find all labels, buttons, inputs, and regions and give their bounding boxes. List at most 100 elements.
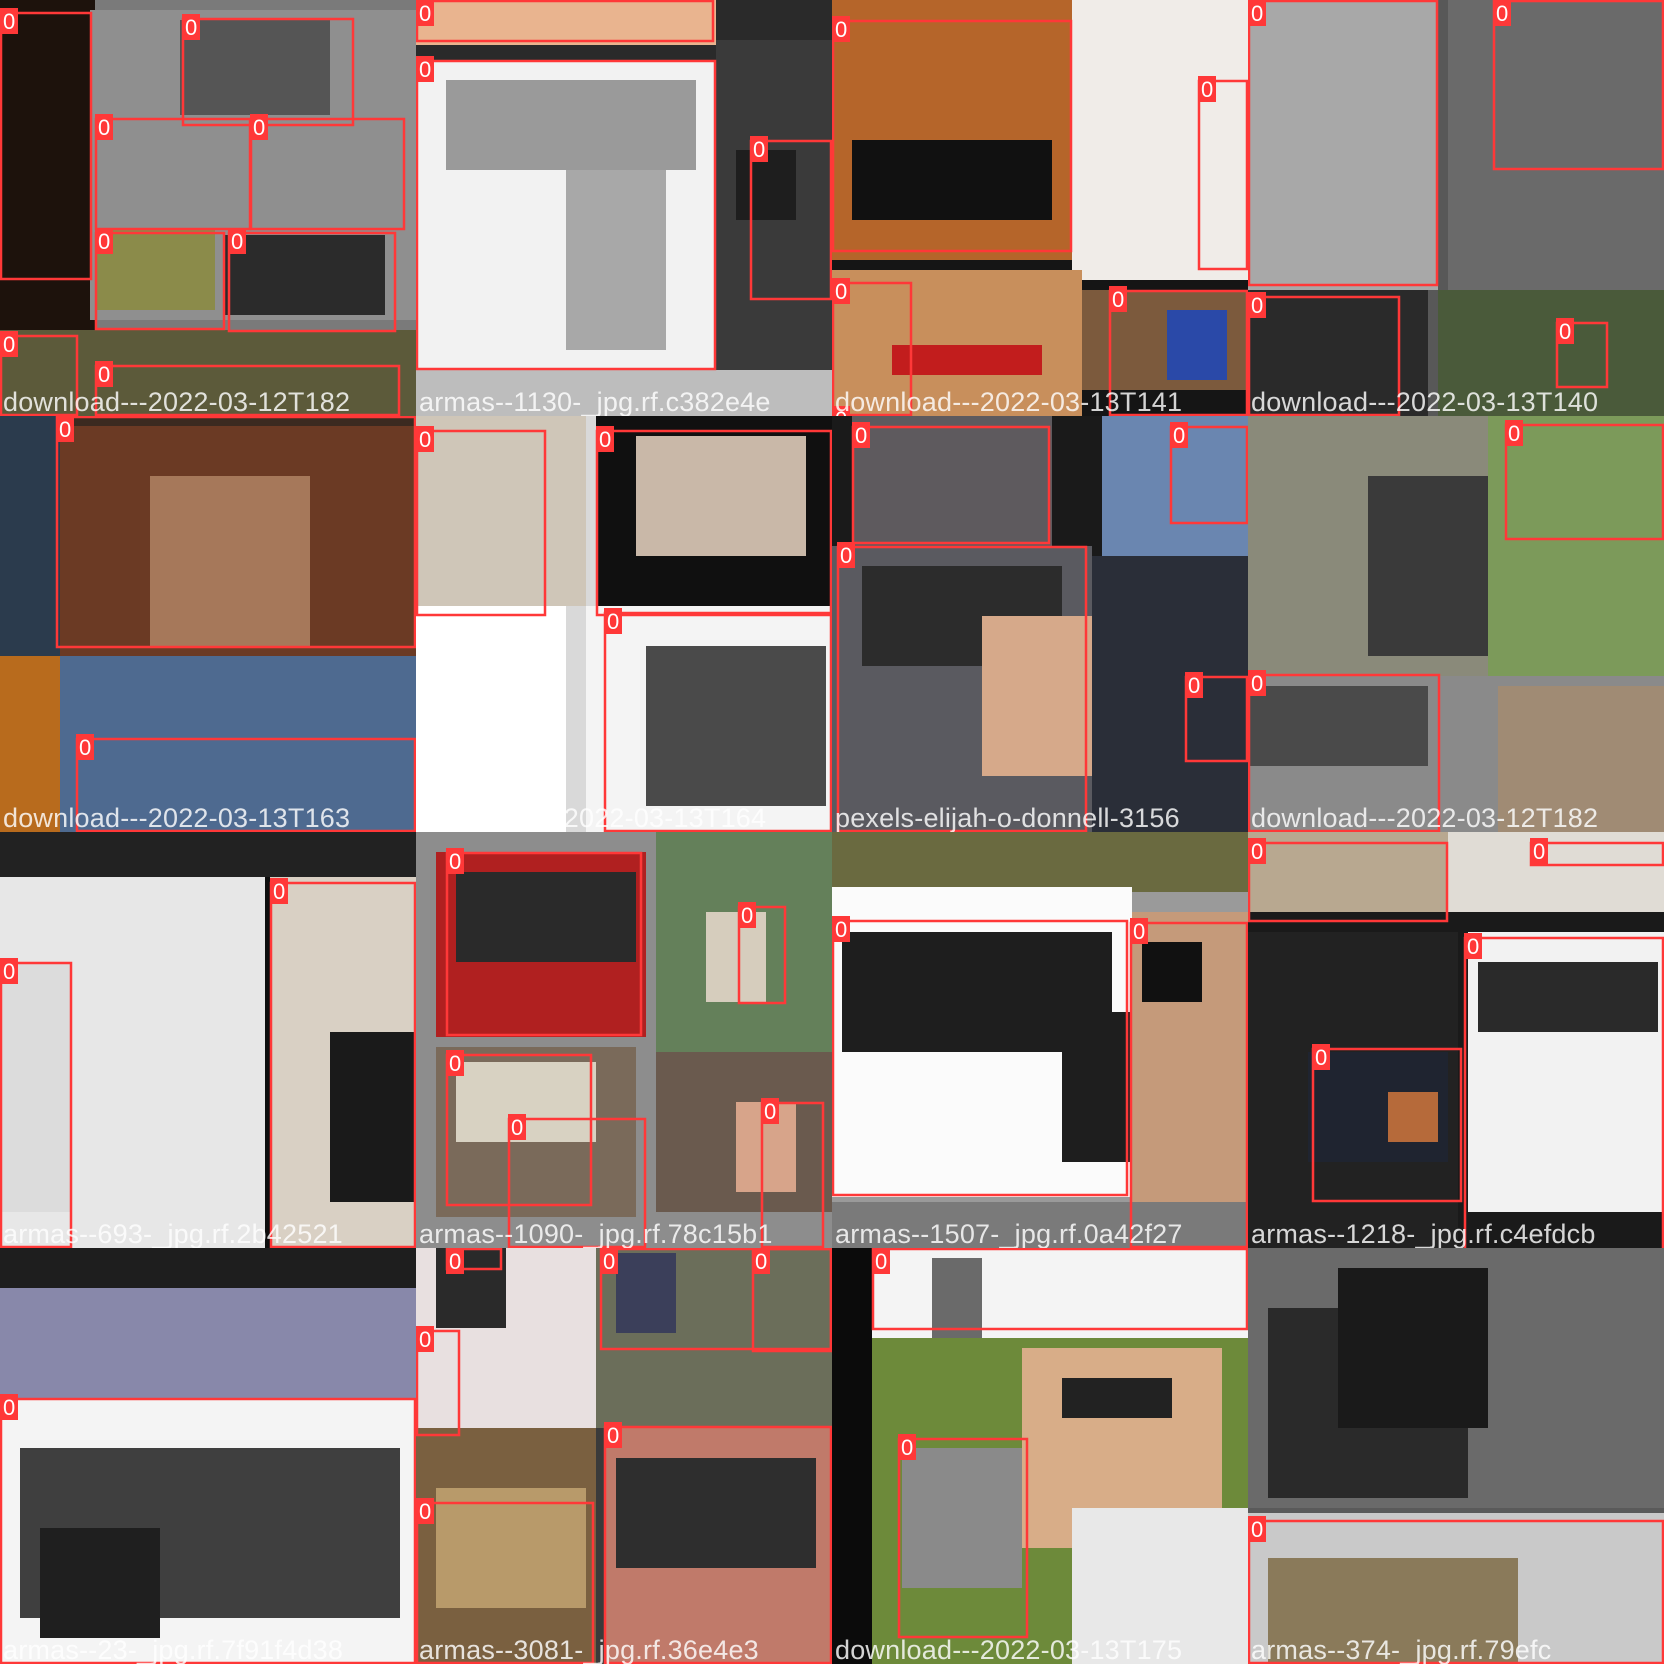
tile-photo xyxy=(416,832,832,1248)
tile-photo xyxy=(0,1248,416,1664)
photo-region xyxy=(616,1253,676,1333)
photo-region xyxy=(852,140,1052,220)
photo-region xyxy=(330,1032,416,1202)
photo-region xyxy=(1092,556,1248,832)
photo-region xyxy=(1072,1508,1248,1664)
tile-photo xyxy=(0,416,416,832)
photo-region xyxy=(436,1248,506,1328)
photo-region xyxy=(1062,1378,1172,1418)
mosaic-tile: 0 0 armas--693-_jpg.rf.2b42521 xyxy=(0,832,416,1248)
photo-region xyxy=(636,436,806,556)
mosaic-tile: 0 0 0 0 0 0 armas--3081-_jpg.rf.36e4e3 xyxy=(416,1248,832,1664)
tile-photo xyxy=(1248,0,1664,416)
tile-filename: download---2022-03-13T163 xyxy=(3,803,351,832)
photo-region xyxy=(0,416,60,656)
tile-filename: pexels-elijah-o-donnell-3156 xyxy=(835,803,1180,832)
tile-photo xyxy=(416,416,832,832)
photo-region xyxy=(95,230,215,310)
tile-filename: download---2022-03-13T140 xyxy=(1251,387,1599,416)
mosaic-tile: 0 0 0 0 pexels-elijah-o-donnell-3156 xyxy=(832,416,1248,832)
photo-region xyxy=(1072,0,1248,280)
mosaic-tile: 0 0 0 download---2022-03-13T164 xyxy=(416,416,832,832)
photo-region xyxy=(1338,1268,1488,1428)
photo-region xyxy=(1498,686,1664,832)
photo-region xyxy=(1248,686,1428,766)
tile-photo xyxy=(1248,832,1664,1248)
photo-region xyxy=(150,476,310,646)
mosaic-tile: 0 0 0 0 0 0 0 0 download---2022-03-12T182 xyxy=(0,0,416,416)
photo-region xyxy=(436,1488,586,1608)
tile-filename: armas--693-_jpg.rf.2b42521 xyxy=(3,1219,343,1248)
tile-photo xyxy=(832,1248,1248,1664)
mosaic-tile: 0 0 armas--1507-_jpg.rf.0a42f27 xyxy=(832,832,1248,1248)
tile-photo xyxy=(1248,1248,1664,1664)
photo-region xyxy=(1142,942,1202,1002)
tile-photo xyxy=(416,1248,832,1664)
photo-region xyxy=(616,1458,816,1568)
photo-region xyxy=(225,235,385,315)
mosaic-tile: 0 0 0 0 0 armas--1090-_jpg.rf.78c15b1 xyxy=(416,832,832,1248)
tile-filename: download---2022-03-12T182 xyxy=(1251,803,1599,832)
photo-region xyxy=(832,832,1248,892)
photo-region xyxy=(456,1062,596,1142)
photo-region xyxy=(446,80,696,170)
photo-region xyxy=(456,872,636,962)
mosaic-tile: 0 0 download---2022-03-13T163 xyxy=(0,416,416,832)
tile-filename: download---2022-03-13T175 xyxy=(835,1635,1183,1664)
photo-region xyxy=(736,150,796,220)
mosaic-tile: 0 0 download---2022-03-13T175 xyxy=(832,1248,1248,1664)
tile-filename: armas--1130-_jpg.rf.c382e4e xyxy=(419,387,771,416)
photo-region xyxy=(1388,1092,1438,1142)
photo-region xyxy=(1488,416,1664,676)
photo-region xyxy=(832,0,1072,260)
tile-filename: download---2022-03-12T182 xyxy=(3,387,351,416)
photo-region xyxy=(1438,290,1664,416)
tile-photo xyxy=(416,0,832,416)
photo-region xyxy=(1248,832,1448,912)
photo-region xyxy=(982,616,1092,776)
photo-region xyxy=(1448,0,1664,290)
tile-photo xyxy=(0,0,416,416)
mosaic-tile: 0 armas--374-_jpg.rf.79efc xyxy=(1248,1248,1664,1664)
photo-region xyxy=(0,1248,416,1288)
tile-filename: armas--1507-_jpg.rf.0a42f27 xyxy=(835,1219,1183,1248)
photo-region xyxy=(416,606,566,832)
photo-region xyxy=(40,1528,160,1638)
photo-region xyxy=(706,912,766,1002)
photo-region xyxy=(566,170,666,350)
photo-region xyxy=(1478,962,1658,1032)
tile-filename: download---2022-03-13T164 xyxy=(419,803,767,832)
photo-region xyxy=(872,1248,1248,1338)
tile-photo xyxy=(1248,416,1664,832)
tile-filename: armas--3081-_jpg.rf.36e4e3 xyxy=(419,1635,759,1664)
tile-photo xyxy=(832,0,1248,416)
mosaic-tile: 0 0 0 0 armas--1218-_jpg.rf.c4efdcb xyxy=(1248,832,1664,1248)
mosaic-tile: 0 0 download---2022-03-12T182 xyxy=(1248,416,1664,832)
photo-region xyxy=(736,1102,796,1192)
photo-region xyxy=(1368,476,1488,656)
photo-region xyxy=(416,370,832,416)
photo-region xyxy=(0,962,70,1212)
tile-photo xyxy=(832,416,1248,832)
tile-photo xyxy=(832,832,1248,1248)
tile-filename: armas--374-_jpg.rf.79efc xyxy=(1251,1635,1552,1664)
photo-region xyxy=(646,646,826,806)
mosaic-tile: 0 0 0 0 download---2022-03-13T140 xyxy=(1248,0,1664,416)
tile-filename: armas--1090-_jpg.rf.78c15b1 xyxy=(419,1219,773,1248)
photo-region xyxy=(1248,0,1438,290)
tile-photo xyxy=(0,832,416,1248)
photo-region xyxy=(1062,1012,1142,1162)
mosaic-tile: 0 0 0 armas--1130-_jpg.rf.c382e4e xyxy=(416,0,832,416)
photo-region xyxy=(0,832,416,877)
tile-filename: armas--1218-_jpg.rf.c4efdcb xyxy=(1251,1219,1596,1248)
tile-filename: armas--23-_jpg.rf.7f91f4d38 xyxy=(3,1635,344,1664)
photo-region xyxy=(416,0,716,45)
photo-region xyxy=(932,1258,982,1338)
photo-region xyxy=(902,1448,1022,1588)
photo-region xyxy=(416,416,586,606)
tile-filename: download---2022-03-13T141 xyxy=(835,387,1183,416)
photo-region xyxy=(892,345,1042,375)
photo-region xyxy=(0,0,95,330)
